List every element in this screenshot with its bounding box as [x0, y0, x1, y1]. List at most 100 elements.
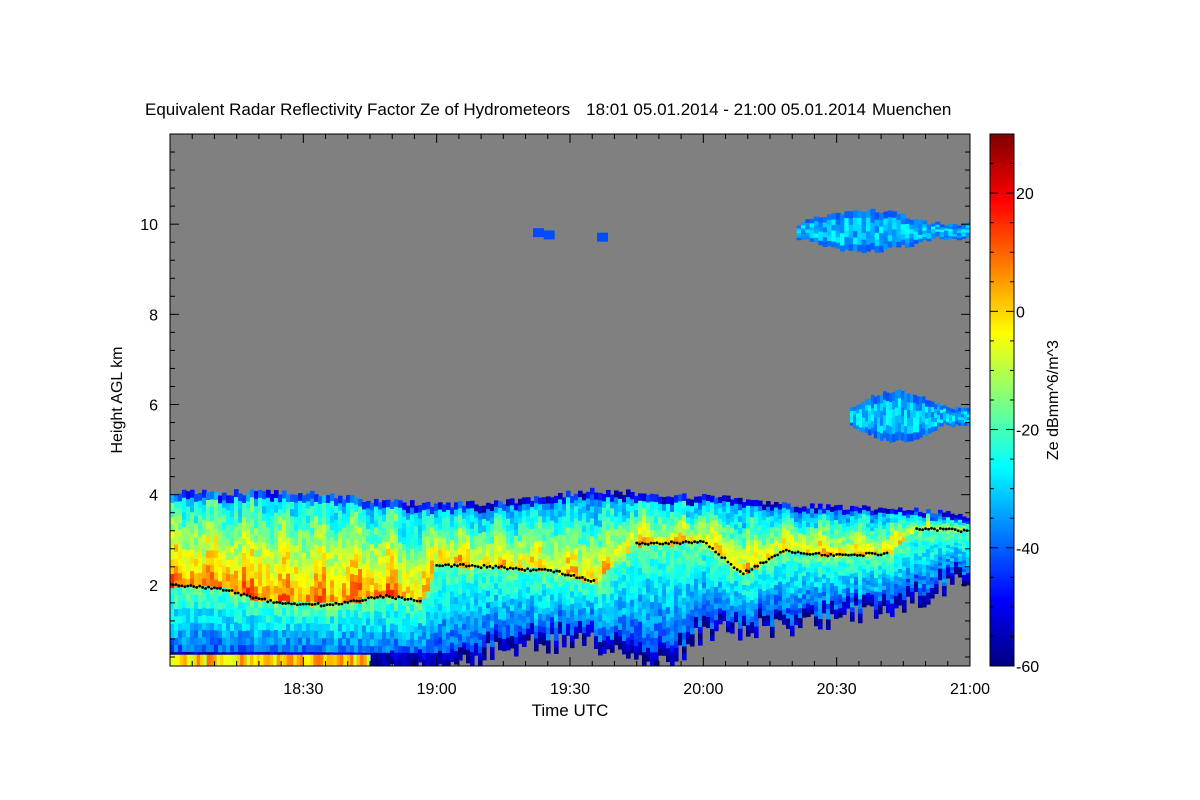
ze-cell [466, 602, 471, 610]
ze-cell [202, 497, 207, 506]
ze-cell [714, 564, 719, 571]
ze-cell [750, 604, 755, 612]
ze-cell [358, 533, 363, 542]
ze-cell [402, 618, 407, 626]
ze-cell [330, 543, 335, 552]
ze-cell [590, 619, 595, 627]
ze-cell [798, 582, 803, 589]
ze-cell [218, 545, 223, 553]
ze-cell [898, 539, 903, 545]
ze-cell [302, 644, 307, 653]
ze-cell [626, 552, 631, 561]
ze-cell [882, 593, 887, 598]
ze-cell [734, 513, 739, 520]
ze-cell [422, 577, 427, 585]
ze-cell [622, 627, 627, 635]
ze-cell [830, 506, 835, 512]
ze-cell [806, 522, 811, 528]
ze-cell [190, 511, 195, 520]
ze-cell [170, 601, 175, 610]
ze-cell [634, 652, 639, 660]
ze-cell [758, 534, 763, 541]
ze-cell [778, 504, 783, 510]
ze-cell [178, 551, 183, 559]
ze-cell [614, 522, 619, 530]
ze-cell [430, 546, 435, 554]
ze-cell [546, 515, 551, 524]
ze-cell [794, 619, 799, 626]
ze-cell [938, 512, 943, 517]
ze-cell [250, 585, 255, 594]
ze-cell [434, 523, 439, 532]
ze-cell [662, 536, 667, 544]
ze-cell [706, 528, 711, 535]
ze-cell [674, 522, 679, 531]
ze-cell [266, 541, 271, 550]
ze-cell [798, 587, 803, 594]
ze-cell [782, 614, 787, 620]
ze-cell [806, 517, 811, 523]
ze-cell [614, 593, 619, 601]
ze-cell [450, 655, 455, 663]
ze-cell [754, 608, 759, 616]
ze-cell [330, 586, 335, 595]
ze-cell [562, 609, 567, 617]
ze-cell [938, 533, 943, 537]
ze-cell [478, 572, 483, 580]
ze-cell [306, 615, 311, 624]
ze-cell [314, 558, 319, 567]
ze-cell [666, 613, 671, 621]
ze-cell [446, 591, 451, 599]
ze-cell [922, 544, 927, 549]
ze-cell [566, 490, 571, 498]
ze-cell [446, 625, 451, 633]
ze-cell [318, 637, 323, 646]
ze-cell [894, 595, 899, 601]
ze-cell [518, 571, 523, 578]
ze-cell [850, 515, 855, 521]
ze-cell [374, 582, 379, 591]
upper-cloud-cell [831, 235, 837, 242]
ze-cell [178, 594, 183, 602]
ze-cell [670, 588, 675, 597]
ze-cell [590, 613, 595, 621]
ze-cell [646, 591, 651, 600]
ze-cell [662, 503, 667, 511]
ze-cell [738, 509, 743, 517]
ze-cell [546, 509, 551, 517]
surface-echo [330, 654, 334, 666]
ze-cell [710, 519, 715, 527]
ze-cell [778, 576, 783, 582]
ze-cell [914, 573, 919, 579]
ze-cell [434, 517, 439, 525]
surface-echo [253, 654, 258, 666]
ze-cell [730, 532, 735, 540]
surface-echo [366, 654, 371, 666]
ze-cell [338, 502, 343, 511]
ze-cell [822, 565, 827, 571]
ze-cell [246, 630, 251, 638]
ze-cell [198, 608, 203, 617]
ze-cell [178, 543, 183, 552]
ze-cell [854, 535, 859, 540]
ze-cell [430, 612, 435, 621]
ze-cell [646, 598, 651, 607]
ze-cell [602, 626, 607, 634]
ze-cell [666, 572, 671, 580]
ze-cell [390, 535, 395, 543]
ze-cell [294, 551, 299, 560]
ze-cell [562, 559, 567, 567]
ze-cell [946, 566, 951, 571]
ze-cell [958, 548, 963, 552]
ze-cell [366, 631, 371, 640]
ze-cell [570, 496, 575, 503]
ze-cell [478, 659, 483, 666]
ze-cell [530, 561, 535, 568]
ze-cell [678, 557, 683, 564]
ze-cell [610, 520, 615, 529]
ze-cell [390, 636, 395, 644]
ze-cell [442, 632, 447, 640]
ze-cell [354, 581, 359, 590]
ze-cell [498, 587, 503, 595]
ze-cell [498, 618, 503, 626]
